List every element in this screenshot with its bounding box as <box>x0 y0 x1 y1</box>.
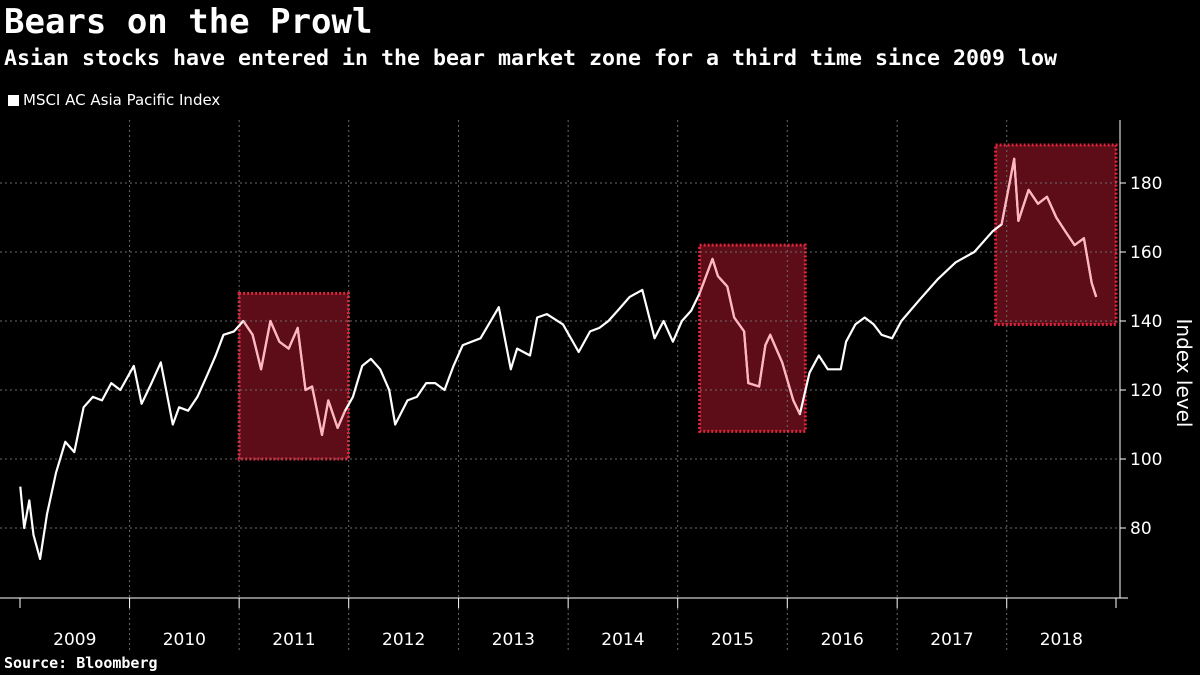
x-tick-label: 2017 <box>930 630 973 650</box>
y-tick-label: 100 <box>1130 450 1162 470</box>
x-tick-label: 2015 <box>711 630 754 650</box>
x-tick-label: 2016 <box>821 630 864 650</box>
x-tick-label: 2013 <box>492 630 535 650</box>
bear-market-box-3 <box>994 143 1118 326</box>
series-line-highlight-3 <box>1000 157 1098 298</box>
y-tick-label: 120 <box>1130 381 1162 401</box>
series-line-highlight-1 <box>242 319 347 436</box>
series-lines <box>19 157 1098 561</box>
y-tick-label: 180 <box>1130 174 1162 194</box>
x-axis: 2009 2010 2011 2012 2013 2014 2015 2016 2017 2018 <box>0 597 1120 650</box>
grid-lines <box>0 120 1120 598</box>
series-line-highlight-2 <box>698 257 801 415</box>
x-tick-label: 2009 <box>53 630 96 650</box>
bear-market-box-1 <box>237 291 350 461</box>
y-tick-label: 140 <box>1130 312 1162 332</box>
legend: MSCI AC Asia Pacific Index <box>8 90 220 110</box>
bear-market-box-2 <box>698 243 807 433</box>
series-line <box>19 157 1098 561</box>
chart-subtitle: Asian stocks have entered in the bear ma… <box>4 46 1058 71</box>
y-axis: 80 100 120 140 160 180 <box>1119 120 1162 599</box>
y-tick-label: 160 <box>1130 243 1162 263</box>
x-tick-label: 2018 <box>1040 630 1083 650</box>
legend-swatch <box>8 94 19 106</box>
y-tick-label: 80 <box>1130 519 1152 539</box>
chart-title: Bears on the Prowl <box>4 2 373 42</box>
x-tick-label: 2010 <box>163 630 206 650</box>
x-tick-label: 2011 <box>272 630 315 650</box>
y-axis-title: Index level <box>1172 319 1196 428</box>
x-tick-label: 2012 <box>382 630 425 650</box>
x-tick-label: 2014 <box>601 630 644 650</box>
source-note: Source: Bloomberg <box>4 654 158 672</box>
legend-label: MSCI AC Asia Pacific Index <box>23 91 221 109</box>
